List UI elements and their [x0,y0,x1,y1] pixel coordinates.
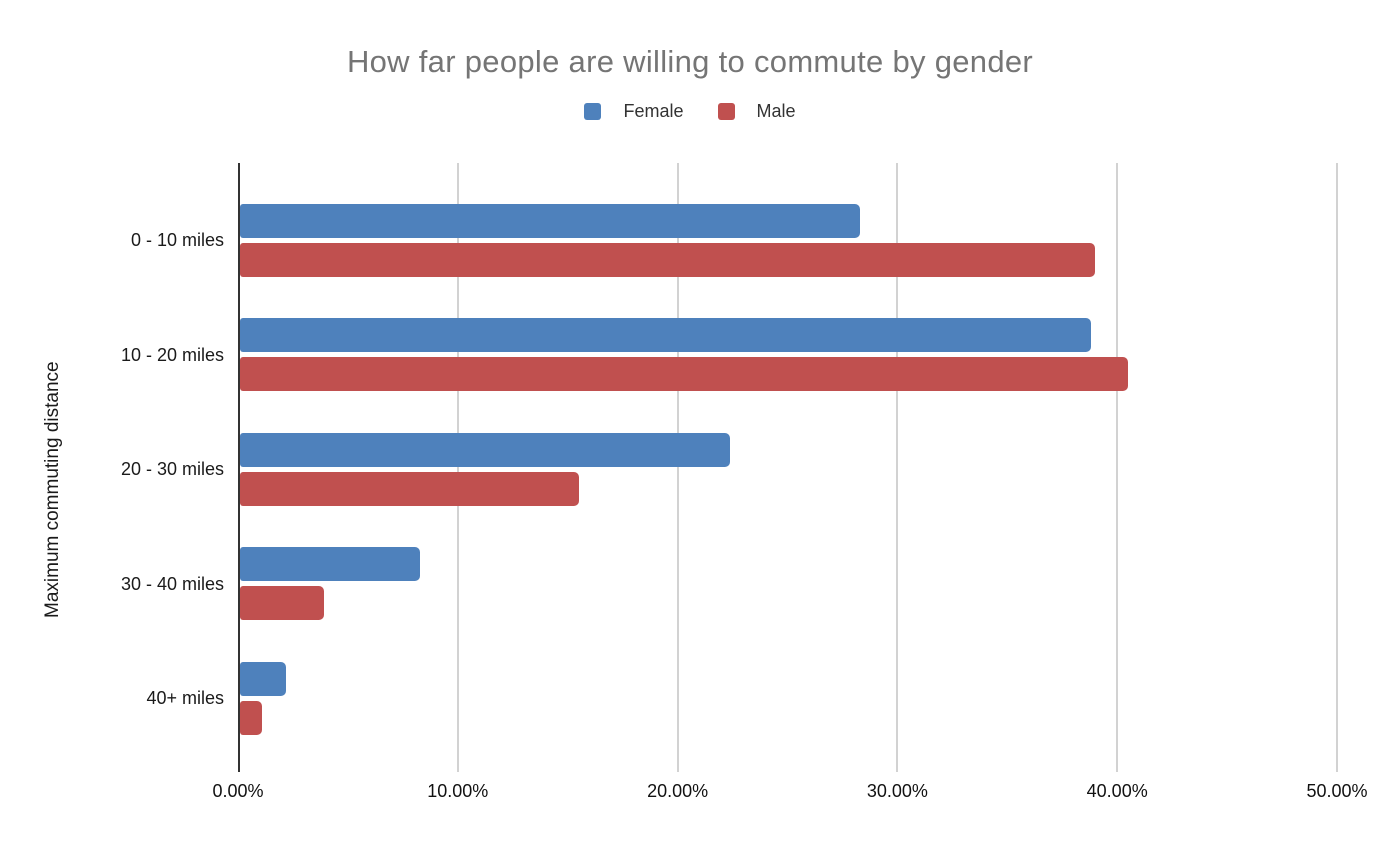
bar-male-2 [240,357,1129,391]
gridline-10 [456,163,459,772]
bar-female-1 [240,203,861,238]
category-label-3: 20 - 30 miles [120,459,224,479]
bar-male-3 [240,471,579,506]
chart-legend: Female Male [0,101,1380,122]
gridline-20 [676,163,679,772]
x-tick-label-0: 0.00% [212,781,264,801]
bar-female-2 [240,318,1091,352]
category-label-2: 10 - 20 miles [120,344,224,365]
x-tick-label-50: 50.00% [1306,781,1368,801]
category-label-4: 30 - 40 miles [120,573,224,594]
legend-swatch-male [717,103,735,120]
category-label-1: 0 - 10 miles [130,230,224,250]
bar-female-5 [240,661,287,696]
x-tick-label-30: 30.00% [866,781,928,801]
chart-title: How far people are willing to commute by… [346,44,1034,79]
legend-item-female: Female [584,101,684,122]
legend-label-male: Male [756,101,796,121]
bar-female-3 [240,432,731,467]
legend-item-male: Male [717,101,796,122]
x-tick-label-10: 10.00% [427,781,489,801]
x-tick-label-40: 40.00% [1086,781,1148,801]
plot-area [238,163,1338,772]
bar-male-5 [240,700,263,735]
bar-male-1 [240,242,1096,277]
category-label-5: 40+ miles [146,688,224,708]
legend-swatch-female [584,103,602,120]
legend-label-female: Female [623,101,684,121]
gridline-50 [1336,163,1338,772]
bar-female-4 [240,547,421,581]
y-axis-line [238,163,240,772]
x-tick-label-20: 20.00% [647,781,709,801]
gridline-30 [896,163,899,772]
gridline-40 [1116,163,1119,772]
bar-male-4 [240,586,324,620]
